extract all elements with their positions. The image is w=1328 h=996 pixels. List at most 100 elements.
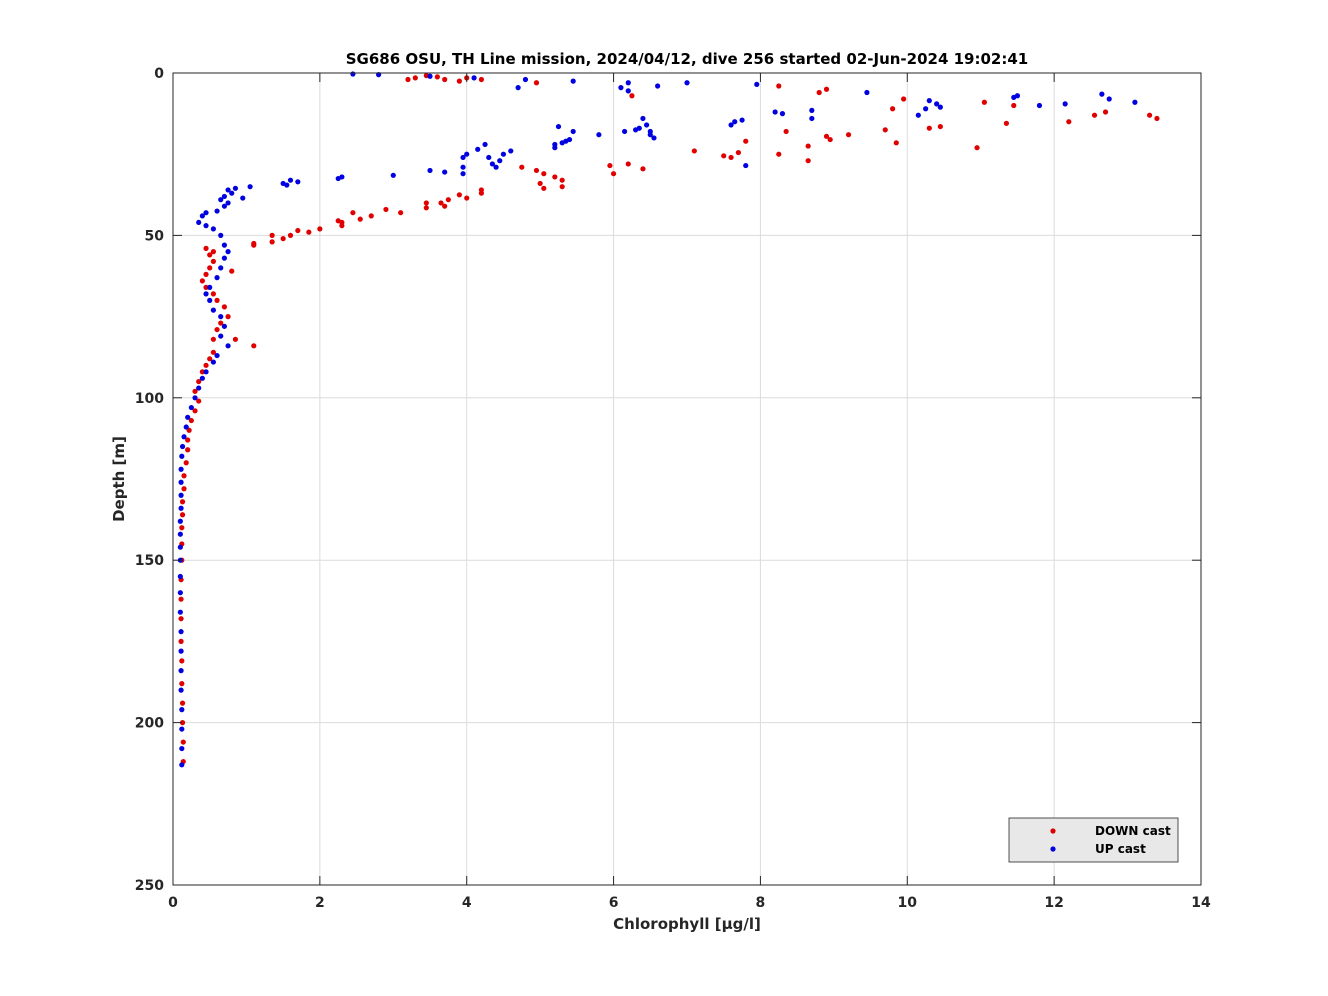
point-up-cast [779, 111, 786, 117]
point-up-cast [621, 128, 628, 135]
legend-marker-up-cast [1050, 846, 1056, 852]
point-down-cast [280, 236, 286, 242]
point-down-cast [478, 190, 484, 196]
point-down-cast [183, 460, 189, 466]
point-up-cast [471, 75, 477, 81]
point-up-cast [728, 122, 734, 128]
point-up-cast [179, 745, 185, 752]
point-up-cast [596, 132, 602, 138]
point-down-cast [412, 75, 418, 81]
point-up-cast [390, 172, 396, 178]
y-axis-label: Depth [m] [110, 436, 128, 522]
point-up-cast [218, 333, 224, 339]
point-up-cast [210, 307, 216, 313]
point-down-cast [845, 132, 852, 138]
point-down-cast [478, 76, 484, 83]
point-down-cast [214, 297, 220, 303]
point-down-cast [405, 76, 411, 83]
point-down-cast [776, 151, 782, 157]
point-up-cast [647, 132, 653, 138]
point-up-cast [570, 128, 576, 135]
point-down-cast [335, 218, 341, 224]
point-down-cast [178, 638, 184, 645]
point-down-cast [317, 226, 323, 232]
legend-label-up-cast: UP cast [1095, 842, 1146, 856]
point-down-cast [179, 681, 185, 687]
point-down-cast [456, 192, 462, 198]
point-down-cast [251, 343, 257, 349]
point-up-cast [196, 219, 202, 226]
point-down-cast [232, 336, 239, 342]
point-down-cast [339, 223, 345, 229]
point-up-cast [754, 81, 760, 87]
point-up-cast [207, 284, 213, 290]
point-down-cast [423, 200, 429, 206]
point-down-cast [937, 123, 943, 130]
point-up-cast [210, 226, 216, 232]
point-up-cast [864, 89, 870, 96]
point-up-cast [552, 145, 558, 151]
point-down-cast [214, 326, 220, 333]
point-up-cast [1036, 102, 1043, 109]
point-up-cast [442, 169, 448, 175]
point-down-cast [179, 658, 185, 664]
point-up-cast [177, 544, 183, 550]
point-down-cast [199, 369, 205, 375]
point-up-cast [427, 73, 433, 79]
grid-lines [172, 72, 1202, 886]
point-up-cast [199, 213, 205, 219]
point-down-cast [179, 700, 186, 706]
point-down-cast [823, 86, 830, 92]
x-tick-label: 10 [898, 895, 918, 911]
point-up-cast [915, 112, 921, 118]
point-up-cast [772, 109, 778, 115]
point-up-cast [199, 375, 205, 381]
point-up-cast [475, 146, 481, 152]
point-down-cast [199, 278, 205, 284]
point-down-cast [203, 284, 209, 290]
point-down-cast [629, 93, 635, 99]
point-up-cast [493, 164, 499, 170]
point-up-cast [460, 154, 466, 161]
point-down-cast [210, 349, 216, 355]
point-down-cast [438, 200, 444, 206]
point-up-cast [196, 385, 202, 391]
point-down-cast [805, 158, 811, 164]
point-down-cast [192, 388, 198, 394]
point-down-cast [192, 408, 198, 414]
point-up-cast [181, 434, 187, 440]
point-down-cast [890, 106, 896, 112]
point-down-cast [287, 232, 294, 238]
point-up-cast [625, 80, 631, 86]
point-up-cast [218, 314, 224, 320]
point-down-cast [1154, 115, 1160, 122]
point-down-cast [218, 320, 224, 326]
point-down-cast [541, 185, 547, 191]
point-up-cast [177, 518, 183, 524]
point-up-cast [221, 323, 227, 329]
point-up-cast [937, 104, 943, 110]
point-up-cast [232, 185, 239, 191]
point-down-cast [926, 125, 932, 131]
point-up-cast [743, 162, 749, 169]
point-up-cast [287, 177, 294, 183]
point-up-cast [926, 98, 932, 104]
point-down-cast [398, 210, 404, 216]
point-down-cast [210, 249, 216, 255]
point-up-cast [555, 123, 562, 130]
point-up-cast [225, 249, 231, 255]
point-down-cast [434, 74, 440, 80]
point-down-cast [816, 89, 822, 96]
point-up-cast [464, 151, 470, 157]
point-up-cast [809, 115, 815, 122]
point-up-cast [482, 141, 488, 148]
point-up-cast [178, 668, 184, 674]
x-tick-label: 8 [756, 895, 766, 911]
point-up-cast [335, 175, 341, 182]
point-up-cast [188, 404, 194, 411]
point-down-cast [1011, 102, 1017, 109]
point-down-cast [179, 499, 186, 505]
legend-box [1008, 817, 1179, 863]
point-down-cast [610, 171, 617, 177]
axis-ticks [172, 72, 1202, 886]
